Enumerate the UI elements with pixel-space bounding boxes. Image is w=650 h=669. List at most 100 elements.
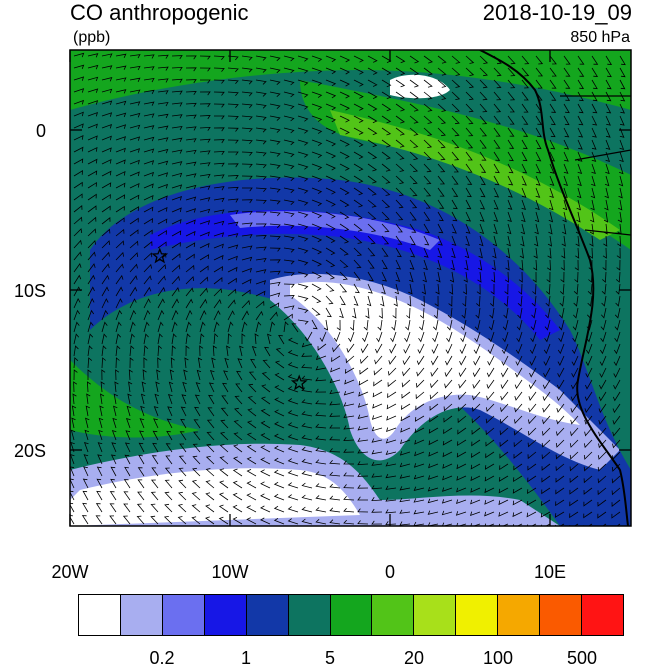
wind-barb [471,451,481,458]
wind-barb [232,468,243,477]
wind-barb [311,271,322,279]
wind-barb [287,482,299,489]
wind-barb [602,247,607,259]
wind-barb [171,172,183,178]
wind-barb [549,127,556,138]
wind-barb [329,424,340,429]
wind-barb [563,55,571,65]
wind-barb [357,449,369,454]
wind-barb [472,391,481,401]
wind-barb [507,115,515,125]
wind-barb [185,264,195,273]
wind-barb [164,491,173,501]
wind-barb [516,319,523,331]
wind-barb [170,357,175,369]
wind-barb [544,331,551,343]
wind-barb [301,342,313,348]
wind-barb [484,499,495,505]
wind-barb [101,147,112,153]
wind-barb [222,382,229,393]
wind-barb [129,194,140,201]
wind-barb [287,506,299,513]
wind-barb [97,442,103,453]
wind-barb [617,223,622,235]
lat-label: 20S [13,441,46,461]
wind-barb [416,367,425,377]
wind-barb [209,369,215,381]
wind-barb [339,67,350,75]
wind-barb [521,91,529,101]
wind-barb [348,331,355,343]
wind-barb [311,115,323,122]
wind-barb [357,403,369,408]
wind-barb [346,343,355,353]
wind-barb [87,251,96,261]
wind-barb [484,475,495,482]
wind-barb [143,113,155,118]
wind-barb [185,114,197,119]
wind-barb [353,163,364,172]
wind-barb [588,271,593,283]
wind-barb [409,247,416,258]
wind-barb [577,67,585,77]
wind-barb [560,271,565,283]
wind-barb [269,302,280,309]
wind-barb [619,151,624,163]
wind-barb [123,491,131,501]
wind-barb [343,436,355,442]
wind-barb [87,193,97,201]
wind-barb [598,439,607,449]
wind-barb [70,515,75,525]
wind-barb [583,511,593,519]
wind-barb [381,175,391,184]
wind-barb [101,357,106,369]
wind-barb [283,91,295,98]
wind-barb [143,54,155,59]
wind-barb [223,370,229,381]
wind-barb [527,463,537,471]
wind-barb [185,79,197,84]
wind-barb [570,427,579,437]
wind-barb [207,407,215,417]
wind-barb [129,89,141,94]
wind-barb [597,499,607,507]
wind-barb [542,403,551,413]
wind-barb [457,427,467,435]
wind-barb [255,199,267,204]
wind-barb [488,319,495,331]
wind-barb [241,199,253,204]
wind-barb [444,367,453,378]
wind-barb [577,103,584,114]
wind-barb [315,400,327,405]
wind-barb [311,103,323,110]
wind-barb [115,194,126,201]
wind-barb [86,393,91,405]
wind-barb [540,511,551,518]
wind-barb [603,223,608,235]
wind-barb [409,271,414,283]
wind-barb [479,115,488,125]
wind-barb [563,67,571,77]
wind-barb [87,111,99,117]
wind-barb [353,115,364,123]
wind-barb [427,510,439,515]
wind-barb [213,91,225,96]
wind-barb [283,313,293,321]
wind-barb [529,343,537,355]
wind-barb [115,124,127,129]
wind-barb [73,181,83,189]
wind-barb [575,223,581,235]
wind-barb [521,115,529,125]
wind-barb [422,271,427,283]
wind-barb [110,466,117,477]
wind-barb [110,454,117,465]
wind-barb [559,283,565,295]
wind-barb [528,379,537,390]
wind-barb [600,319,607,331]
wind-barb [577,175,582,187]
wind-barb [95,515,103,525]
wind-barb [329,436,341,441]
wind-barb [521,175,527,186]
wind-barb [73,123,84,129]
wind-barb [573,307,579,319]
